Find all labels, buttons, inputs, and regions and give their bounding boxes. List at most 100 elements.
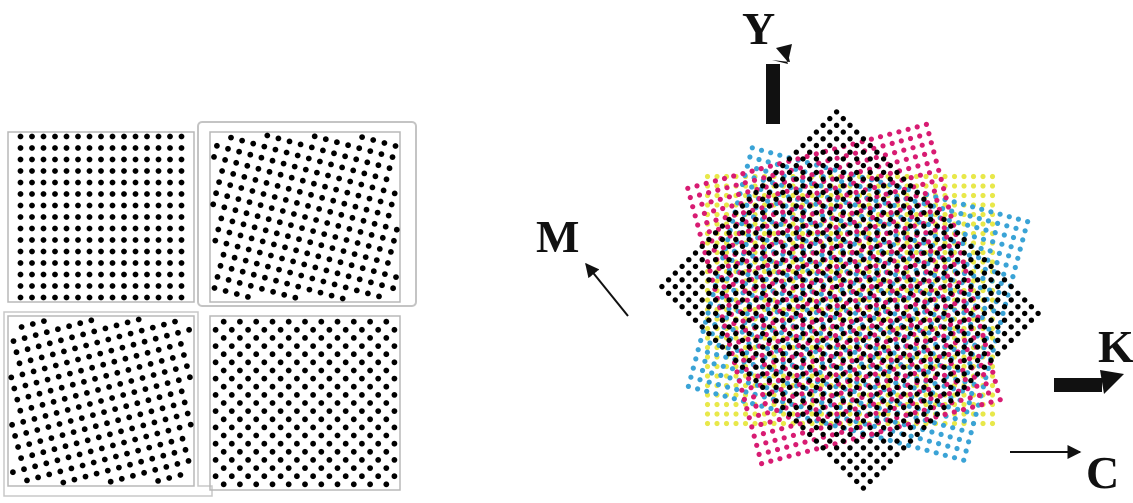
rosette-dot-k-307 <box>840 250 846 256</box>
screen-dot-165 <box>277 457 284 463</box>
rosette-dot-m-299 <box>932 227 938 233</box>
rosette-dot-k-302 <box>874 216 880 223</box>
rosette-dot-k-362 <box>847 270 853 276</box>
screen-dot-166 <box>144 145 150 151</box>
rosette-dot-m-771 <box>855 415 861 421</box>
screen-dot-115 <box>342 359 349 366</box>
screen-dot-39 <box>228 392 235 398</box>
rosette-dot-k-541 <box>961 250 967 256</box>
rosette-dot-k-529 <box>854 344 860 350</box>
rosette-dot-k-659 <box>921 344 927 350</box>
screen-dot-171 <box>154 430 161 437</box>
rosette-dot-k-484 <box>780 391 786 397</box>
rosette-dot-k-102 <box>712 270 719 276</box>
rosette-dot-c-595 <box>949 208 955 214</box>
rosette-dot-m-121 <box>814 190 820 196</box>
rosette-dot-k-164 <box>860 162 867 169</box>
rosette-dot-k-432 <box>941 216 947 223</box>
screen-dot-60 <box>239 268 246 275</box>
rosette-dot-c-187 <box>743 389 749 395</box>
screen-dot-199 <box>391 392 398 398</box>
rosette-dot-k-567 <box>974 250 981 256</box>
rosette-dot-k-677 <box>988 290 994 296</box>
screen-dot-30 <box>40 133 47 140</box>
rosette-dot-c-425 <box>838 365 844 371</box>
screen-dot-223 <box>178 283 185 289</box>
screen-dot-82 <box>58 384 65 391</box>
screen-dot-186 <box>155 202 162 209</box>
screen-dot-44 <box>40 294 47 301</box>
rosette-dot-m-551 <box>872 332 878 338</box>
rosette-dot-c-156 <box>744 350 750 356</box>
screen-dot-20 <box>247 151 254 158</box>
screen-dot-189 <box>359 408 365 414</box>
screen-dot-98 <box>294 200 300 206</box>
rosette-dot-k-822 <box>954 391 961 397</box>
rosette-dot-c-358 <box>851 241 858 247</box>
rosette-dot-c-754 <box>936 441 942 447</box>
screen-dot-116 <box>296 236 302 243</box>
rosette-dot-k-457 <box>773 384 779 390</box>
rosette-dot-y-134 <box>742 420 749 427</box>
screen-dot-159 <box>107 431 113 438</box>
rosette-dot-k-590 <box>820 404 826 411</box>
rosette-dot-k-793 <box>961 371 967 377</box>
rosette-dot-k-827 <box>921 424 927 431</box>
screen-dot-170 <box>358 181 365 188</box>
screen-dot-236 <box>383 465 390 471</box>
rosette-dot-k-577 <box>907 317 914 323</box>
rosette-dot-k-92 <box>780 203 786 209</box>
screen-dot-219 <box>365 290 371 297</box>
rosette-dot-k-733 <box>988 317 994 323</box>
rosette-dot-c-341 <box>818 330 824 336</box>
rosette-dot-k-238 <box>739 310 746 317</box>
rosette-dot-y-27 <box>714 173 720 180</box>
rosette-dot-m-721 <box>813 407 819 413</box>
screen-dot-168 <box>187 421 194 428</box>
rosette-dot-k-771 <box>921 398 927 404</box>
screen-dot-8 <box>237 335 243 341</box>
rosette-dot-k-188 <box>699 324 705 330</box>
screen-dot-95 <box>95 387 101 393</box>
rosette-dot-k-72 <box>726 243 732 249</box>
rosette-dot-k-141 <box>827 183 833 189</box>
screen-dot-131 <box>307 239 314 246</box>
rosette-dot-y-810 <box>989 173 996 180</box>
screen-dot-122 <box>109 156 116 163</box>
rosette-dot-m-132 <box>713 217 719 223</box>
rosette-dot-k-814 <box>1008 337 1014 343</box>
screen-dot-123 <box>277 424 284 431</box>
rosette-dot-m-82 <box>922 151 928 157</box>
rosette-dot-k-594 <box>981 257 988 263</box>
rosette-dot-m-169 <box>874 194 880 200</box>
screen-dot-114 <box>98 237 104 243</box>
rosette-dot-k-751 <box>867 438 873 444</box>
rosette-dot-k-61 <box>800 169 806 176</box>
screen-dot-74 <box>334 335 341 341</box>
rosette-dot-k-709 <box>961 330 967 337</box>
screen-dot-212 <box>185 458 192 464</box>
screen-dot-99 <box>294 392 300 398</box>
rosette-dot-k-766 <box>954 364 961 370</box>
rosette-dot-c-778 <box>952 416 958 422</box>
screen-dot-108 <box>220 465 227 471</box>
rosette-dot-k-391 <box>840 290 846 296</box>
rosette-dot-k-83 <box>840 142 846 149</box>
rosette-dot-k-665 <box>880 384 887 390</box>
screen-dot-201 <box>375 408 382 414</box>
rosette-dot-y-17 <box>704 335 711 341</box>
rosette-dot-k-832 <box>887 458 893 464</box>
screen-dot-154 <box>132 179 139 186</box>
screen-dot-225 <box>379 282 385 289</box>
rosette-dot-k-694 <box>874 404 880 411</box>
screen-dot-66 <box>253 400 260 406</box>
screen-dot-4 <box>77 320 84 327</box>
screen-dot-67 <box>63 214 70 220</box>
screen-dot-227 <box>393 274 399 280</box>
rosette-dot-k-368 <box>807 310 813 317</box>
screen-dot-173 <box>359 392 365 398</box>
screen-dot-7 <box>17 214 24 220</box>
rosette-dot-k-378 <box>927 203 934 209</box>
rosette-dot-m-834 <box>777 456 783 462</box>
screen-dot-43 <box>234 243 241 250</box>
